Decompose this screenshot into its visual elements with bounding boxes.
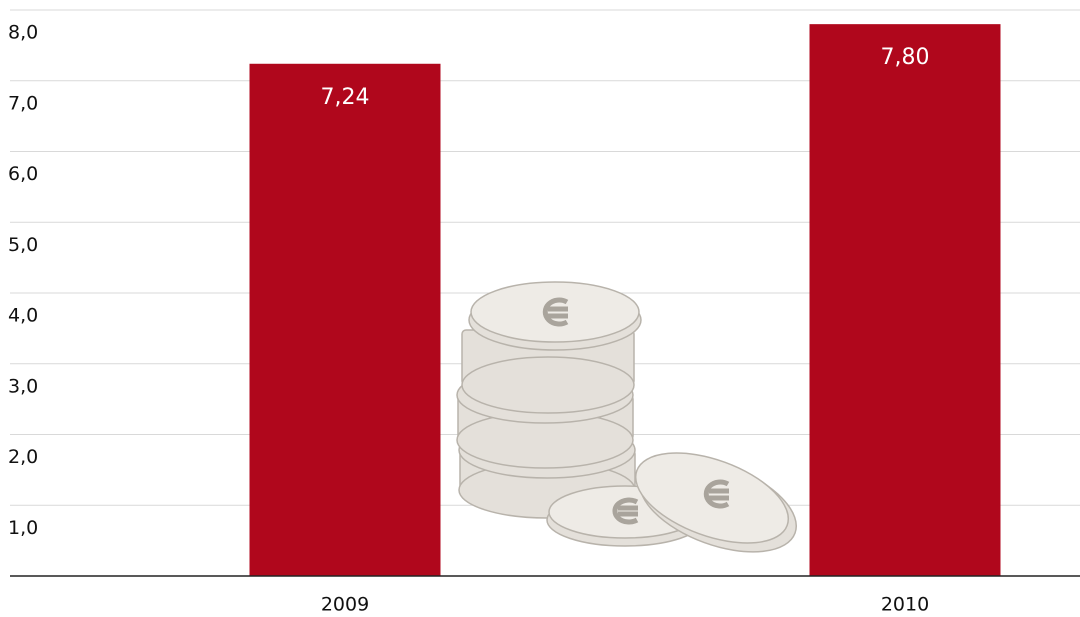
bar — [249, 63, 441, 576]
y-tick-label: 8,0 — [8, 22, 38, 44]
y-tick-label: 5,0 — [8, 234, 38, 256]
x-tick-label: 2009 — [321, 594, 369, 616]
coin-illustration — [456, 281, 798, 553]
y-tick-label: 3,0 — [8, 375, 38, 397]
y-tick-label: 1,0 — [8, 517, 38, 539]
value-label: 7,80 — [881, 45, 930, 70]
x-tick-label: 2010 — [881, 594, 929, 616]
y-tick-label: 4,0 — [8, 305, 38, 327]
bar — [809, 24, 1001, 576]
value-label: 7,24 — [321, 85, 370, 110]
y-tick-label: 7,0 — [8, 92, 38, 114]
y-tick-label: 6,0 — [8, 163, 38, 185]
y-tick-label: 2,0 — [8, 446, 38, 468]
